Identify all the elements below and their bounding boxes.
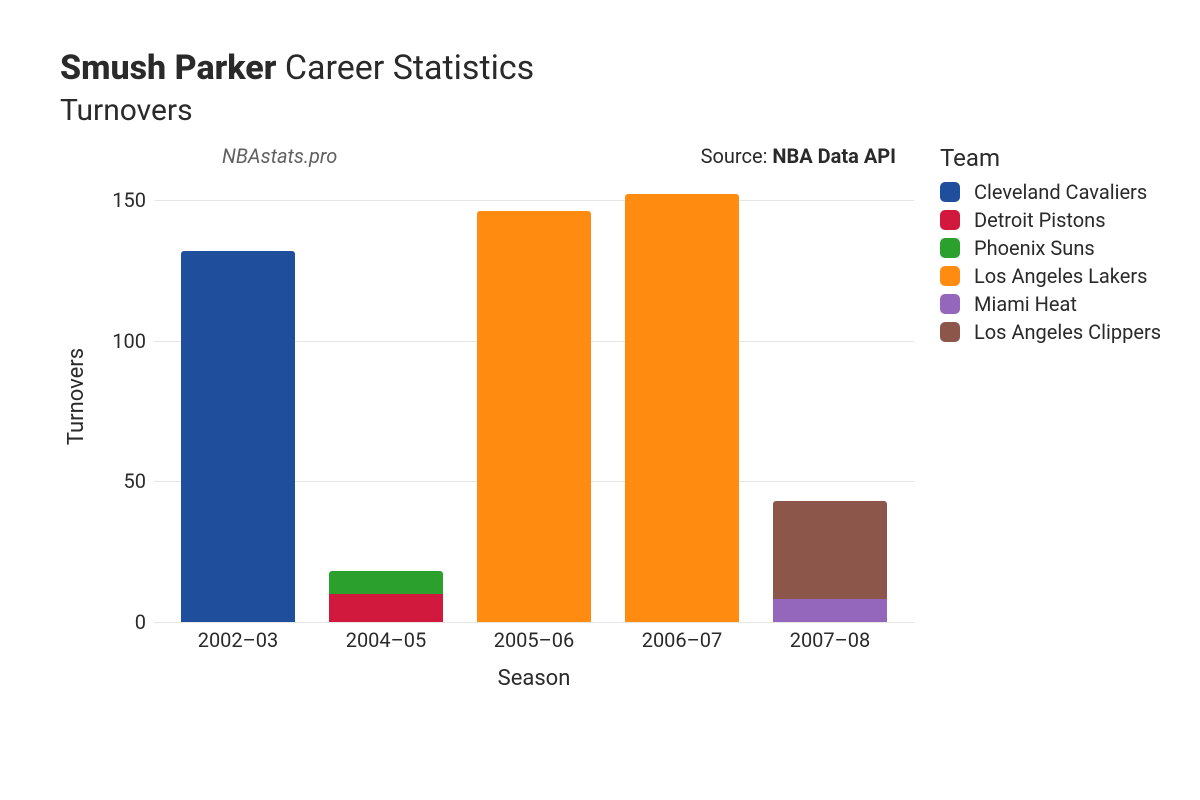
legend-swatch	[940, 210, 960, 230]
x-tick-row: 2002–032004–052005–062006–072007–08	[154, 622, 914, 652]
legend-item: Miami Heat	[940, 292, 1161, 316]
y-tick-column: 050100150	[94, 172, 154, 622]
plot-column: NBAstats.pro Source: NBA Data API 0 50 100…	[94, 142, 914, 691]
bar	[773, 501, 887, 622]
bar-segment	[329, 571, 443, 594]
x-tick-label: 2006–07	[608, 628, 756, 652]
legend-label: Cleveland Cavaliers	[974, 180, 1147, 204]
x-tick-label: 2002–03	[164, 628, 312, 652]
legend-label: Phoenix Suns	[974, 236, 1095, 260]
source-prefix: Source:	[701, 144, 773, 168]
legend-item: Detroit Pistons	[940, 208, 1161, 232]
bar-segment	[625, 194, 739, 622]
legend-swatch	[940, 182, 960, 202]
x-axis-label: Season	[154, 666, 914, 691]
bars-layer	[154, 172, 914, 622]
y-tick-label: 50	[124, 469, 146, 493]
legend-swatch	[940, 266, 960, 286]
bar-slot	[608, 172, 756, 622]
legend-label: Detroit Pistons	[974, 208, 1106, 232]
bar-slot	[164, 172, 312, 622]
bar-slot	[312, 172, 460, 622]
annotation-row: NBAstats.pro Source: NBA Data API	[154, 142, 914, 172]
legend: Team Cleveland Cavaliers Detroit Pistons P…	[940, 144, 1161, 348]
title-subtitle: Turnovers	[60, 93, 1160, 128]
source-bold: NBA Data API	[772, 144, 896, 168]
legend-label: Los Angeles Clippers	[974, 320, 1161, 344]
bar-segment	[181, 251, 295, 622]
x-tick-label: 2007–08	[756, 628, 904, 652]
title-bold: Smush Parker	[60, 48, 276, 88]
y-tick-label: 0	[135, 610, 146, 634]
bar-segment	[773, 599, 887, 622]
bar	[329, 571, 443, 622]
bar-segment	[329, 594, 443, 622]
legend-item: Los Angeles Clippers	[940, 320, 1161, 344]
y-axis-label: Turnovers	[65, 348, 90, 445]
axes-row: 050100150	[94, 172, 914, 622]
plot-area	[154, 172, 914, 622]
y-tick-label: 100	[112, 329, 146, 353]
title-block: Smush Parker Career Statistics Turnovers	[60, 48, 1160, 128]
bar-slot	[756, 172, 904, 622]
watermark-text: NBAstats.pro	[222, 144, 337, 168]
y-axis-label-slot: Turnovers	[60, 142, 94, 652]
legend-swatch	[940, 294, 960, 314]
chart-container: Smush Parker Career Statistics Turnovers…	[0, 0, 1200, 800]
source-text: Source: NBA Data API	[701, 144, 896, 168]
legend-label: Miami Heat	[974, 292, 1077, 316]
bar-segment	[773, 501, 887, 599]
legend-title: Team	[940, 144, 1161, 172]
legend-item: Cleveland Cavaliers	[940, 180, 1161, 204]
bar	[625, 194, 739, 622]
title-line1: Smush Parker Career Statistics	[60, 48, 1160, 89]
bar	[477, 211, 591, 622]
legend-items: Cleveland Cavaliers Detroit Pistons Phoeni…	[940, 180, 1161, 344]
grid-line	[154, 622, 914, 623]
x-tick-label: 2004–05	[312, 628, 460, 652]
legend-label: Los Angeles Lakers	[974, 264, 1147, 288]
legend-swatch	[940, 238, 960, 258]
chart-row: Turnovers NBAstats.pro Source: NBA Data …	[60, 142, 1160, 691]
legend-item: Phoenix Suns	[940, 236, 1161, 260]
bar-slot	[460, 172, 608, 622]
title-rest: Career Statistics	[285, 48, 534, 88]
y-tick-label: 150	[112, 188, 146, 212]
bar-segment	[477, 211, 591, 622]
legend-item: Los Angeles Lakers	[940, 264, 1161, 288]
bar	[181, 251, 295, 622]
legend-swatch	[940, 322, 960, 342]
x-tick-label: 2005–06	[460, 628, 608, 652]
